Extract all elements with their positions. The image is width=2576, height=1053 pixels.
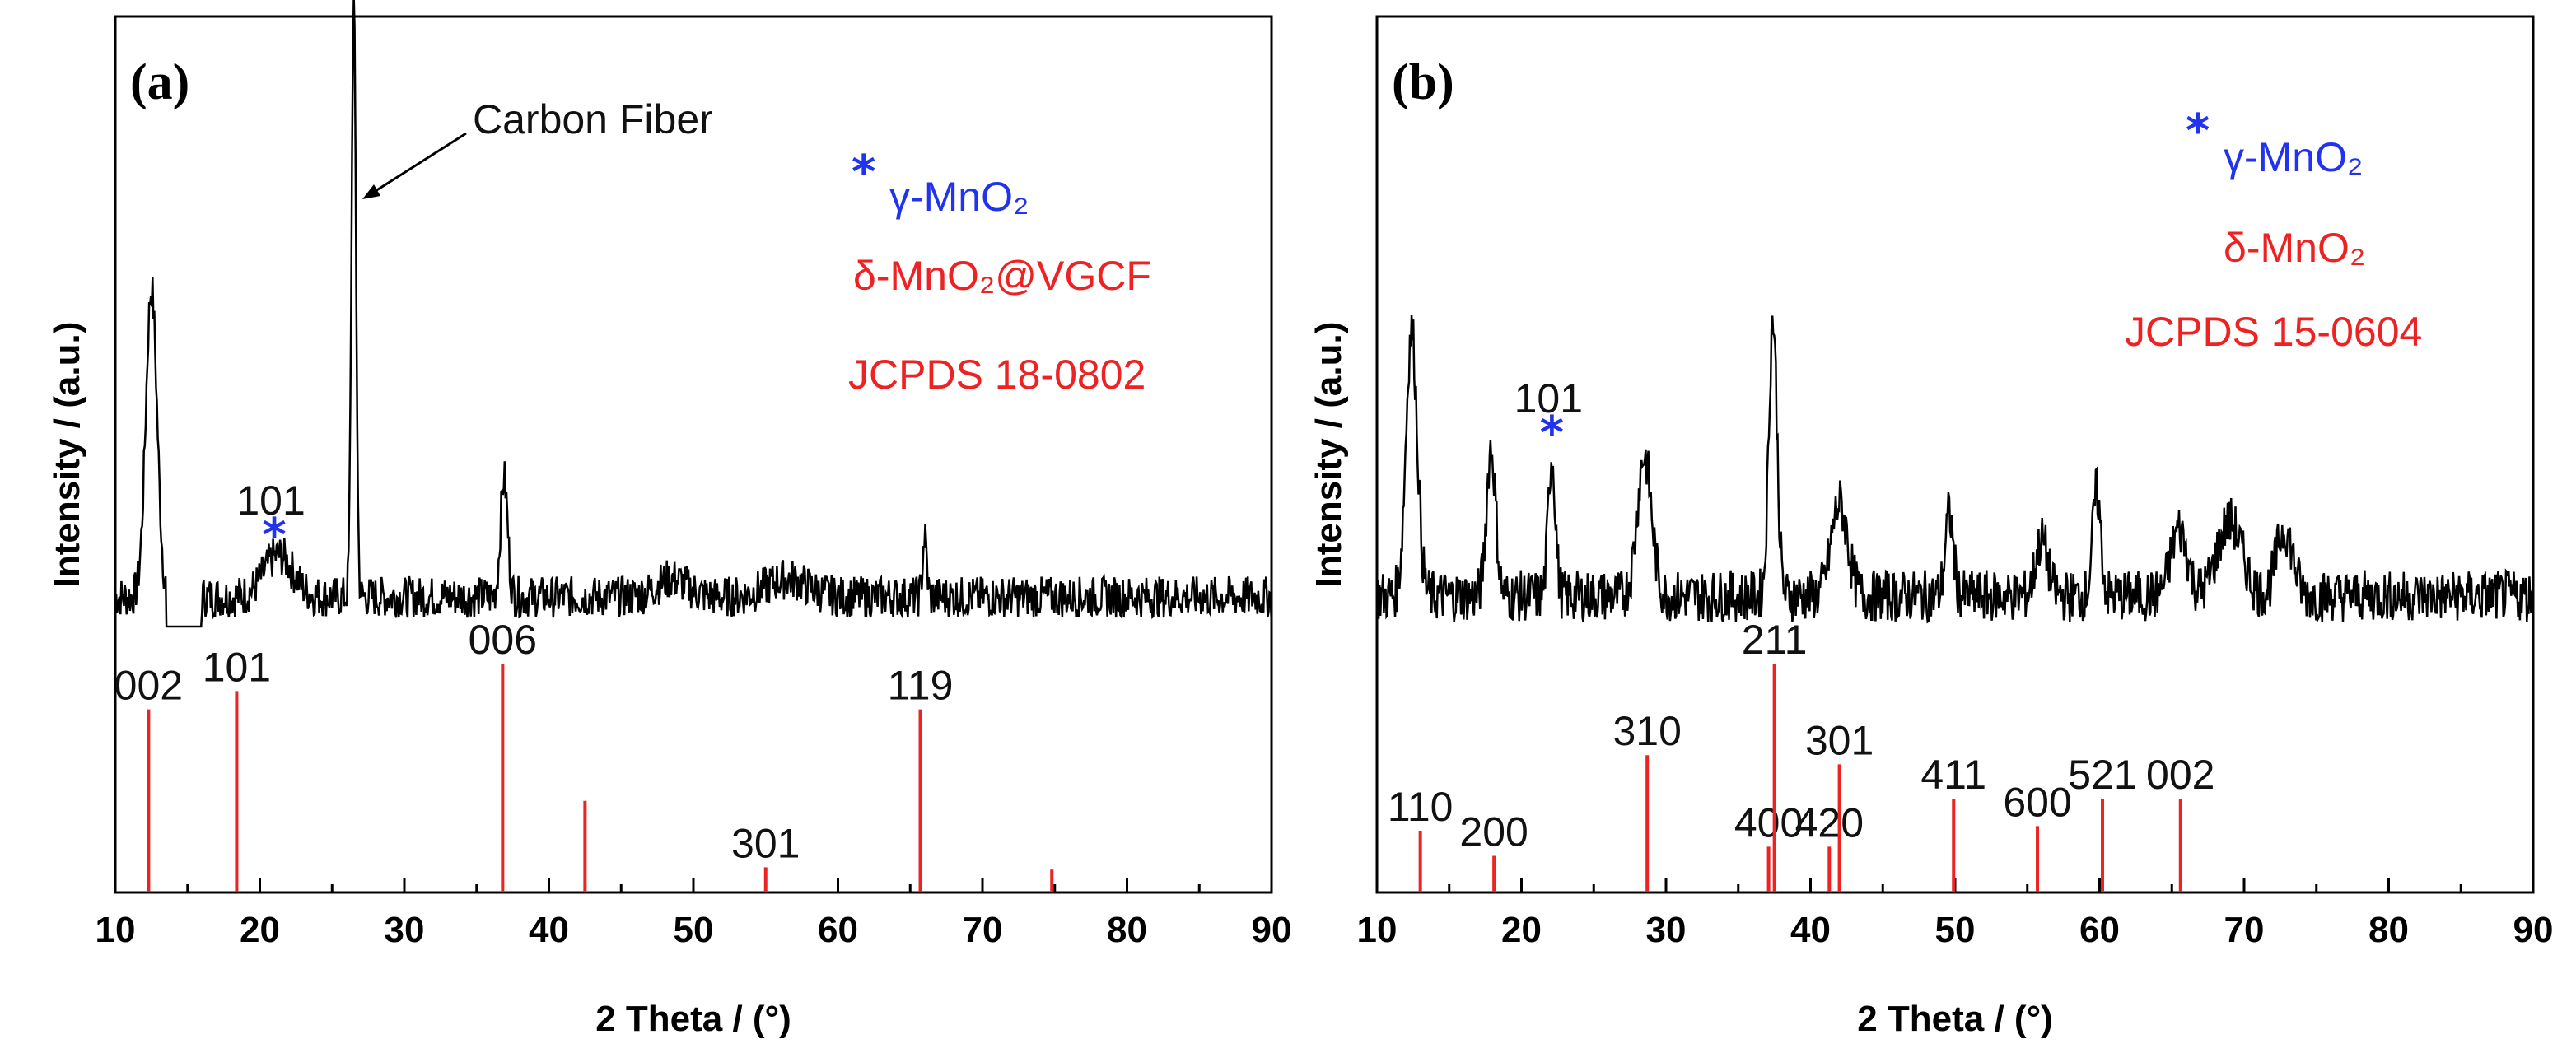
reference-label: 301 — [731, 820, 800, 866]
legend-delta: δ-MnO₂@VGCF — [853, 253, 1151, 299]
legend-gamma: γ-MnO₂ — [889, 174, 1029, 220]
x-tick-label: 50 — [674, 910, 714, 950]
reference-label: 200 — [1459, 809, 1528, 855]
x-ticks: 10 20 30 40 50 60 70 80 90 — [1357, 878, 2554, 950]
reference-lines: 002 101 006 301 119 — [114, 617, 1054, 892]
x-tick-label: 50 — [1935, 910, 1976, 950]
xrd-trace — [1375, 314, 2534, 624]
reference-label: 600 — [2003, 779, 2071, 825]
legend-star-icon: * — [2186, 105, 2210, 158]
reference-label: 110 — [1388, 784, 1454, 830]
reference-label: 411 — [1920, 752, 1986, 798]
x-tick-label: 40 — [1790, 910, 1831, 950]
plot-frame — [114, 15, 1273, 894]
x-tick-label: 70 — [2224, 910, 2265, 950]
x-tick-label: 10 — [96, 910, 136, 950]
reference-label: 002 — [114, 663, 183, 709]
panel-a: 10 20 30 40 50 60 70 80 90 002 101 006 301 119 (a) 0… — [47, 0, 1291, 1039]
peak-labels: *101 — [1514, 375, 1583, 460]
reference-label: 400 — [1734, 799, 1803, 846]
x-tick-label: 20 — [1501, 910, 1542, 950]
reference-label: 301 — [1805, 717, 1874, 763]
x-axis-title: 2 Theta / (°) — [1857, 999, 2053, 1039]
peak-labels: 002*101 — [236, 478, 305, 562]
x-tick-label: 20 — [240, 910, 280, 950]
legend-delta: δ-MnO₂ — [2224, 225, 2365, 271]
reference-label: 310 — [1612, 708, 1681, 754]
reference-label: 002 — [2146, 752, 2214, 798]
reference-label: 521 — [2068, 752, 2136, 798]
x-tick-label: 40 — [529, 910, 569, 950]
xrd-trace — [114, 0, 1272, 628]
x-tick-label: 10 — [1357, 910, 1398, 950]
arrow-head — [362, 184, 380, 199]
reference-label: 101 — [203, 644, 271, 690]
annotation-arrow — [368, 132, 467, 197]
y-axis-title: Intensity / (a.u.) — [47, 322, 87, 588]
x-tick-label: 80 — [2368, 910, 2409, 950]
y-axis-title: Intensity / (a.u.) — [1309, 322, 1349, 588]
x-tick-label: 60 — [2079, 910, 2120, 950]
x-tick-label: 30 — [1646, 910, 1687, 950]
x-tick-label: 30 — [385, 910, 425, 950]
x-tick-label: 70 — [963, 910, 1003, 950]
legend-star-icon: * — [852, 146, 875, 199]
x-tick-label: 90 — [1252, 910, 1292, 950]
x-tick-label: 80 — [1107, 910, 1147, 950]
reference-label: 006 — [469, 617, 537, 663]
x-tick-label: 60 — [818, 910, 858, 950]
legend-jcpds: JCPDS 18-0802 — [848, 352, 1146, 398]
x-tick-label: 90 — [2513, 910, 2554, 950]
panel-label: (a) — [130, 54, 189, 110]
peak-star-icon: * — [1540, 407, 1564, 460]
carbon-fiber-annotation: Carbon Fiber — [473, 96, 713, 142]
reference-label: 211 — [1742, 617, 1808, 663]
x-ticks: 10 20 30 40 50 60 70 80 90 — [96, 878, 1292, 950]
panel-label: (b) — [1392, 54, 1454, 110]
legend-gamma: γ-MnO₂ — [2224, 134, 2363, 180]
reference-label: 420 — [1795, 799, 1864, 846]
peak-label: 101 — [236, 478, 305, 524]
x-axis-title: 2 Theta / (°) — [595, 999, 791, 1039]
peak-label: 101 — [1514, 375, 1583, 422]
reference-label: 119 — [888, 663, 954, 709]
legend-jcpds: JCPDS 15-0604 — [2125, 309, 2422, 355]
peak-star-icon: * — [262, 509, 286, 562]
